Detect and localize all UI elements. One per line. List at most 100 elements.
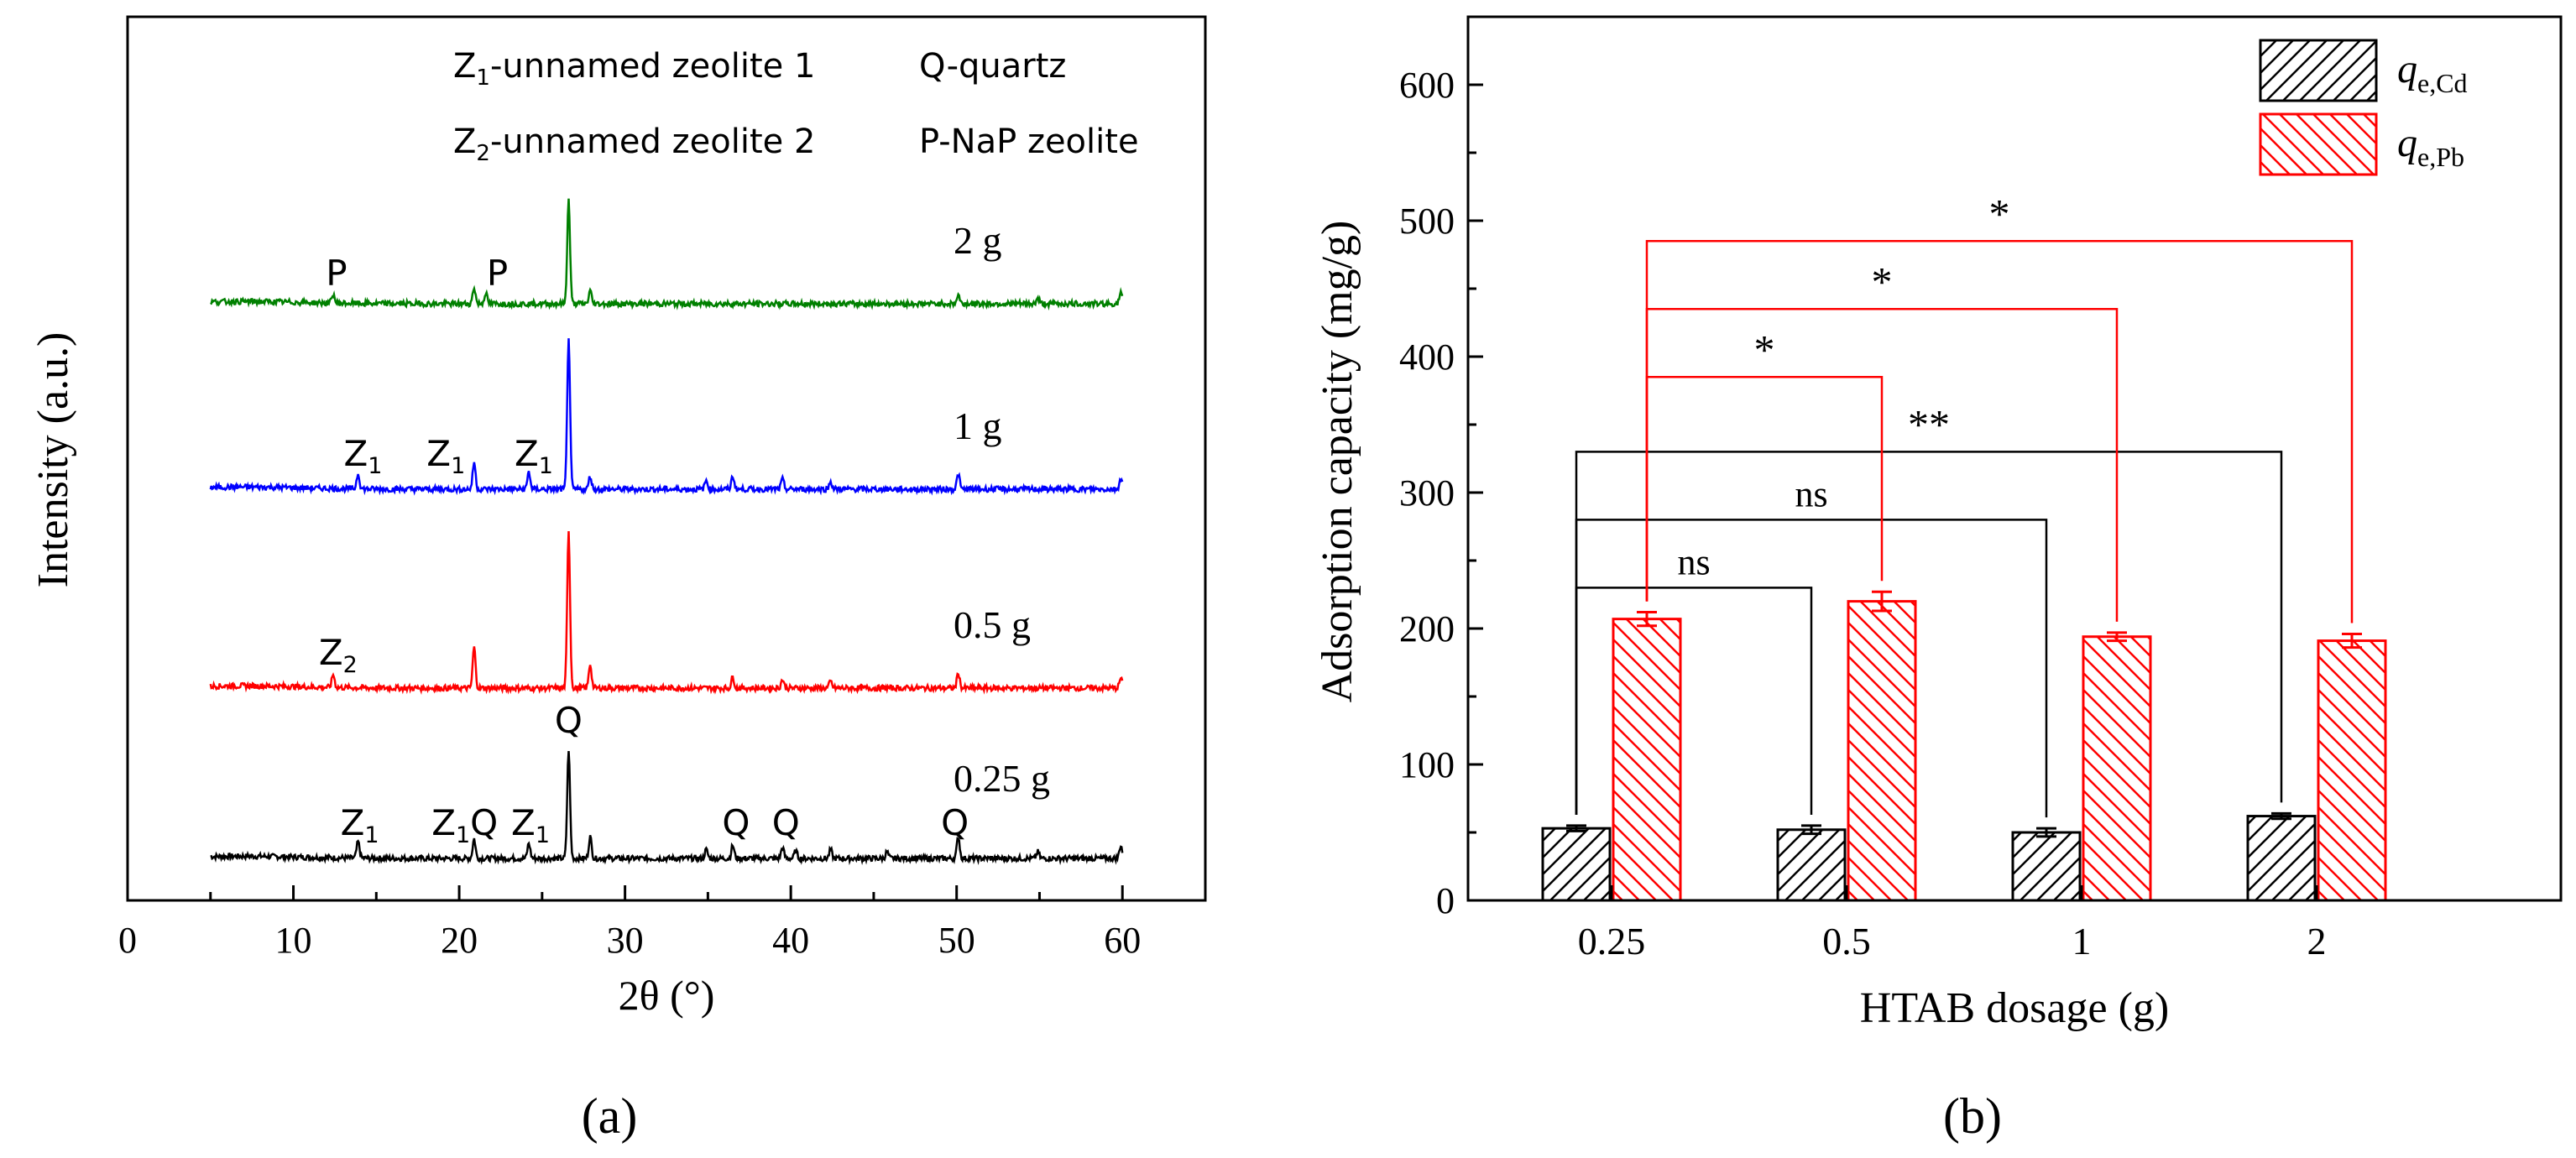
xrd-peak-annotation-main: P [326, 253, 347, 294]
xrd-trace [209, 530, 1124, 695]
xrd-x-axis: 0 10 20 30 40 50 60 [118, 885, 1141, 961]
panel-a-label: (a) [582, 1088, 638, 1144]
xrd-trace [210, 198, 1124, 311]
xrd-series-label: 1 g [954, 404, 1002, 447]
xrd-peak-annotation: Q [722, 802, 750, 843]
significance-bracket [1645, 240, 2354, 623]
xrd-x-axis-label: 2θ (°) [619, 972, 715, 1019]
xrd-peak-annotation: Q [555, 700, 583, 741]
xrd-peak-annotation-sub: 2 [343, 652, 358, 678]
xrd-x-tick-label: 40 [772, 920, 809, 961]
legend-label-sub: e,Pb [2417, 142, 2464, 172]
xrd-peak-annotation-main: Z [319, 632, 343, 673]
xrd-trace [210, 751, 1124, 866]
legend-sub: 1 [476, 65, 490, 91]
xrd-peak-annotation-sub: 1 [368, 453, 382, 479]
xrd-peak-annotation-main: Z [511, 802, 536, 843]
xrd-x-tick-label: 50 [938, 920, 975, 961]
legend-letter: Z [453, 47, 476, 86]
y-tick-label: 200 [1399, 608, 1455, 649]
xrd-legend-entry: Z1-unnamed zeolite 1 [453, 47, 815, 91]
adsorption-x-axis-label: HTAB dosage (g) [1860, 984, 2169, 1032]
bar-cd [1776, 828, 1847, 902]
x-tick-label: 0.5 [1822, 920, 1871, 962]
panel-b-label: (b) [1943, 1088, 2002, 1144]
significance-label: * [1754, 326, 1775, 373]
xrd-peak-annotation-main: Q [470, 802, 498, 843]
xrd-peak-annotation: P [326, 253, 347, 294]
xrd-peak-annotation-main: Z [344, 433, 368, 474]
xrd-peak-annotation-main: Z [515, 433, 539, 474]
y-tick-label: 0 [1436, 880, 1455, 921]
legend-text: -unnamed zeolite 2 [490, 123, 815, 161]
xrd-peak-annotation: Z1 [426, 433, 465, 479]
xrd-legend-entry: Z2-unnamed zeolite 2 [453, 123, 815, 166]
legend-text: -NaP zeolite [938, 123, 1138, 161]
significance-label: * [1989, 190, 2010, 237]
xrd-series-label: 0.25 g [954, 757, 1050, 800]
xrd-series-0_5-g: 0.5 g Z2 [209, 530, 1124, 695]
significance-label: ns [1677, 541, 1710, 582]
legend-label-main: q [2397, 121, 2417, 165]
y-tick-label: 400 [1399, 336, 1455, 378]
xrd-plot-frame [126, 15, 1207, 902]
xrd-peak-annotation: Q [772, 802, 800, 843]
xrd-x-tick-label: 0 [118, 920, 137, 961]
xrd-peak-annotation: P [487, 253, 508, 294]
xrd-x-tick-label: 60 [1104, 920, 1141, 961]
legend-letter: Q [919, 47, 947, 86]
legend-label-sub: e,Cd [2417, 68, 2468, 98]
bar-pb [2082, 635, 2152, 902]
xrd-peak-annotation-main: Z [426, 433, 451, 474]
xrd-peak-annotation-sub: 1 [451, 453, 465, 479]
xrd-series-label: 0.5 g [954, 603, 1031, 646]
xrd-peak-annotation-sub: 1 [536, 822, 550, 848]
x-tick-label: 2 [2307, 920, 2327, 962]
legend-text: -quartz [947, 47, 1067, 86]
xrd-peak-annotation: Z1 [515, 433, 553, 479]
significance-bracket [1575, 587, 1813, 815]
xrd-legend-entry: P-NaP zeolite [919, 123, 1139, 161]
xrd-x-tick-label: 30 [607, 920, 644, 961]
xrd-peak-annotation: Q [941, 802, 969, 843]
bar-pb [2317, 639, 2387, 902]
xrd-peak-annotation-main: Q [941, 802, 969, 843]
legend-sub: 2 [476, 141, 490, 166]
y-tick-label: 600 [1399, 65, 1455, 106]
legend-label-cd: qe,Cd [2397, 47, 2468, 98]
legend-label-pb: qe,Pb [2397, 121, 2464, 172]
y-tick-label: 500 [1399, 201, 1455, 242]
xrd-x-tick-label: 10 [275, 920, 312, 961]
y-tick-label: 100 [1399, 744, 1455, 785]
xrd-series-1-g: 1 gZ1 Z1 Z1 [209, 338, 1124, 496]
bar-cd [1541, 827, 1612, 902]
xrd-peak-annotation-sub: 1 [364, 822, 379, 848]
x-tick-label: 1 [2072, 920, 2092, 962]
xrd-peak-annotation: Z1 [511, 802, 550, 848]
bar-cd [2246, 815, 2317, 902]
xrd-series-2-g: 2 g P P [210, 198, 1124, 311]
adsorption-x-axis: 0.25 0.5 1 2 [1578, 885, 2327, 962]
significance-label: ** [1908, 400, 1950, 447]
bar-pb [1847, 600, 1917, 902]
legend-letter: P [919, 123, 938, 161]
xrd-peak-annotation: Q [470, 802, 498, 843]
significance-label: * [1872, 258, 1893, 305]
adsorption-y-axis: 0 100 200 300 400 500 600 [1399, 15, 1483, 921]
legend-swatch-cd [2259, 39, 2378, 102]
legend-letter: Z [453, 123, 476, 161]
xrd-peak-annotation: Z1 [431, 802, 470, 848]
x-tick-label: 0.25 [1578, 920, 1646, 962]
legend-label-main: q [2397, 47, 2417, 91]
legend-text: -unnamed zeolite 1 [490, 47, 815, 86]
bar-pb [1612, 618, 1682, 902]
xrd-peak-annotation-sub: 1 [539, 453, 553, 479]
xrd-peak-annotation-main: P [487, 253, 508, 294]
legend-swatch-pb [2259, 112, 2378, 176]
